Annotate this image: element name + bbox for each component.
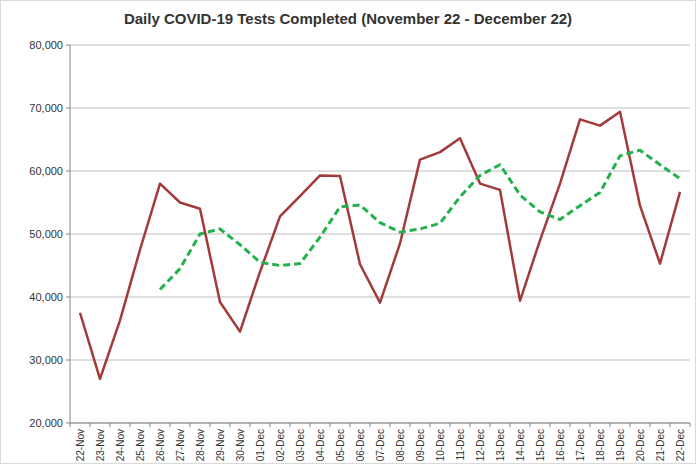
x-tick-mark	[270, 423, 271, 427]
x-tick-label: 18-Dec	[595, 429, 606, 461]
x-tick-label: 02-Dec	[275, 429, 286, 461]
x-tick-label: 07-Dec	[375, 429, 386, 461]
x-tick-mark	[430, 423, 431, 427]
x-tick-mark	[210, 423, 211, 427]
y-tick-label: 70,000	[29, 102, 63, 114]
x-tick-label: 30-Nov	[235, 429, 246, 461]
x-tick-label: 27-Nov	[175, 429, 186, 461]
plot-area	[80, 112, 680, 379]
chart: Daily COVID-19 Tests Completed (November…	[0, 0, 696, 464]
tick-mark	[66, 45, 70, 46]
x-tick-label: 16-Dec	[555, 429, 566, 461]
x-tick-mark	[530, 423, 531, 427]
x-tick-mark	[690, 423, 691, 427]
series-line	[160, 150, 680, 289]
x-tick-label: 05-Dec	[335, 429, 346, 461]
x-tick-label: 08-Dec	[395, 429, 406, 461]
tick-mark	[66, 108, 70, 109]
x-tick-mark	[90, 423, 91, 427]
x-tick-label: 01-Dec	[255, 429, 266, 461]
x-tick-mark	[670, 423, 671, 427]
x-tick-label: 13-Dec	[495, 429, 506, 461]
x-tick-mark	[190, 423, 191, 427]
x-tick-mark	[610, 423, 611, 427]
grid-line	[70, 297, 690, 298]
x-tick-label: 22-Dec	[675, 429, 686, 461]
x-tick-mark	[630, 423, 631, 427]
x-tick-label: 20-Dec	[635, 429, 646, 461]
x-tick-label: 26-Nov	[155, 429, 166, 461]
x-tick-label: 15-Dec	[535, 429, 546, 461]
x-tick-label: 29-Nov	[215, 429, 226, 461]
title: Daily COVID-19 Tests Completed (November…	[124, 10, 572, 27]
x-tick-label: 19-Dec	[615, 429, 626, 461]
x-tick-mark	[350, 423, 351, 427]
tick-mark	[66, 171, 70, 172]
x-axis	[70, 423, 690, 424]
y-tick-label: 20,000	[29, 417, 63, 429]
x-tick-label: 14-Dec	[515, 429, 526, 461]
x-tick-label: 17-Dec	[575, 429, 586, 461]
grid-line	[70, 360, 690, 361]
x-tick-mark	[370, 423, 371, 427]
x-tick-mark	[130, 423, 131, 427]
grid-line	[70, 234, 690, 235]
x-tick-label: 03-Dec	[295, 429, 306, 461]
x-tick-mark	[230, 423, 231, 427]
x-tick-label: 28-Nov	[195, 429, 206, 461]
grid-line	[70, 108, 690, 109]
x-tick-mark	[410, 423, 411, 427]
tick-mark	[66, 297, 70, 298]
x-tick-mark	[590, 423, 591, 427]
tick-mark	[66, 423, 70, 424]
x-tick-mark	[570, 423, 571, 427]
x-tick-label: 21-Dec	[655, 429, 666, 461]
x-tick-mark	[330, 423, 331, 427]
x-tick-label: 06-Dec	[355, 429, 366, 461]
x-tick-label: 09-Dec	[415, 429, 426, 461]
x-tick-label: 10-Dec	[435, 429, 446, 461]
x-tick-mark	[290, 423, 291, 427]
y-axis	[70, 45, 71, 423]
x-tick-label: 12-Dec	[475, 429, 486, 461]
x-tick-mark	[390, 423, 391, 427]
x-tick-label: 11-Dec	[455, 429, 466, 461]
x-tick-label: 22-Nov	[75, 429, 86, 461]
x-tick-mark	[110, 423, 111, 427]
y-tick-label: 50,000	[29, 228, 63, 240]
x-tick-label: 23-Nov	[95, 429, 106, 461]
x-tick-label: 25-Nov	[135, 429, 146, 461]
y-tick-label: 80,000	[29, 39, 63, 51]
x-tick-mark	[150, 423, 151, 427]
grid-line	[70, 171, 690, 172]
tick-mark	[66, 360, 70, 361]
x-tick-mark	[650, 423, 651, 427]
x-tick-label: 04-Dec	[315, 429, 326, 461]
series-line	[80, 112, 680, 379]
x-tick-mark	[250, 423, 251, 427]
x-tick-mark	[70, 423, 71, 427]
grid-line	[70, 423, 690, 424]
x-tick-mark	[470, 423, 471, 427]
tick-mark	[66, 234, 70, 235]
x-tick-label: 24-Nov	[115, 429, 126, 461]
x-tick-mark	[510, 423, 511, 427]
y-tick-label: 60,000	[29, 165, 63, 177]
x-tick-mark	[310, 423, 311, 427]
x-tick-mark	[450, 423, 451, 427]
x-tick-mark	[490, 423, 491, 427]
chart-border	[1, 1, 696, 464]
grid-line	[70, 45, 690, 46]
y-tick-label: 30,000	[29, 354, 63, 366]
x-tick-mark	[550, 423, 551, 427]
x-tick-mark	[170, 423, 171, 427]
y-tick-label: 40,000	[29, 291, 63, 303]
